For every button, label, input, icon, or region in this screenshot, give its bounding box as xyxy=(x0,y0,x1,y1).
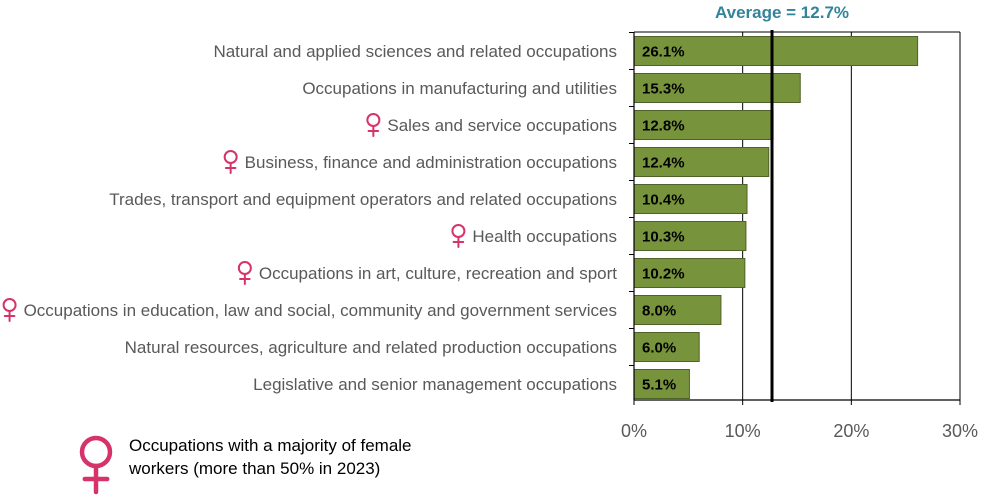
value-label-9: 6.0% xyxy=(642,340,676,357)
legend: Occupations with a majority of female wor… xyxy=(79,435,412,495)
value-label-1: 26.1% xyxy=(642,44,685,61)
value-label-5: 10.4% xyxy=(642,192,685,209)
bar-1 xyxy=(633,36,919,66)
female-symbol-ring xyxy=(237,261,252,275)
female-symbol-ring xyxy=(223,150,238,164)
female-symbol-ring xyxy=(79,435,113,469)
x-tick-label-20: 20% xyxy=(833,421,869,441)
value-label-2: 15.3% xyxy=(642,81,685,98)
category-label-4: Business, finance and administration occ… xyxy=(245,153,617,172)
average-marker: Average = 12.7% xyxy=(715,3,849,402)
category-label-10: Legislative and senior management occupa… xyxy=(253,375,617,394)
category-label-8: Occupations in education, law and social… xyxy=(24,301,617,320)
category-label-1: Natural and applied sciences and related… xyxy=(213,42,617,61)
bar-6 xyxy=(633,221,747,251)
axes xyxy=(629,31,961,405)
female-symbol-ring xyxy=(2,298,17,312)
female-majority-icon-4 xyxy=(223,150,238,174)
x-tick-label-30: 30% xyxy=(942,421,978,441)
category-label-9: Natural resources, agriculture and relat… xyxy=(125,338,617,357)
value-label-3: 12.8% xyxy=(642,118,685,135)
legend-text-line-1: Occupations with a majority of female xyxy=(129,436,412,455)
female-majority-icon-8 xyxy=(2,298,17,322)
category-label-2: Occupations in manufacturing and utiliti… xyxy=(302,79,617,98)
value-label-10: 5.1% xyxy=(642,377,676,394)
value-labels: 26.1% 15.3% 12.8% 12.4% 10.4% 10.3% 10.2% 8.0% 6… xyxy=(642,44,685,394)
bar-4 xyxy=(633,147,770,177)
category-label-3: Sales and service occupations xyxy=(387,116,617,135)
value-label-8: 8.0% xyxy=(642,303,676,320)
female-symbol-ring xyxy=(451,224,466,238)
legend-female-icon xyxy=(79,435,113,495)
legend-text-line-2: workers (more than 50% in 2023) xyxy=(128,459,380,478)
bar-5 xyxy=(633,184,748,214)
value-label-4: 12.4% xyxy=(642,155,685,172)
category-label-7: Occupations in art, culture, recreation … xyxy=(259,264,617,283)
female-majority-icon-7 xyxy=(237,261,252,285)
average-label: Average = 12.7% xyxy=(715,3,849,22)
category-label-5: Trades, transport and equipment operator… xyxy=(109,190,617,209)
bar-7 xyxy=(633,258,746,288)
category-label-6: Health occupations xyxy=(472,227,617,246)
x-tick-label-10: 10% xyxy=(725,421,761,441)
x-tick-labels: 0% 10% 20% 30% xyxy=(621,421,978,441)
value-label-6: 10.3% xyxy=(642,229,685,246)
bar-3 xyxy=(633,110,774,140)
female-symbol-ring xyxy=(366,113,381,127)
value-label-7: 10.2% xyxy=(642,266,685,283)
female-majority-icon-3 xyxy=(366,113,381,137)
female-majority-icon-6 xyxy=(451,224,466,248)
x-tick-label-0: 0% xyxy=(621,421,647,441)
category-labels: Natural and applied sciences and related… xyxy=(2,42,617,394)
